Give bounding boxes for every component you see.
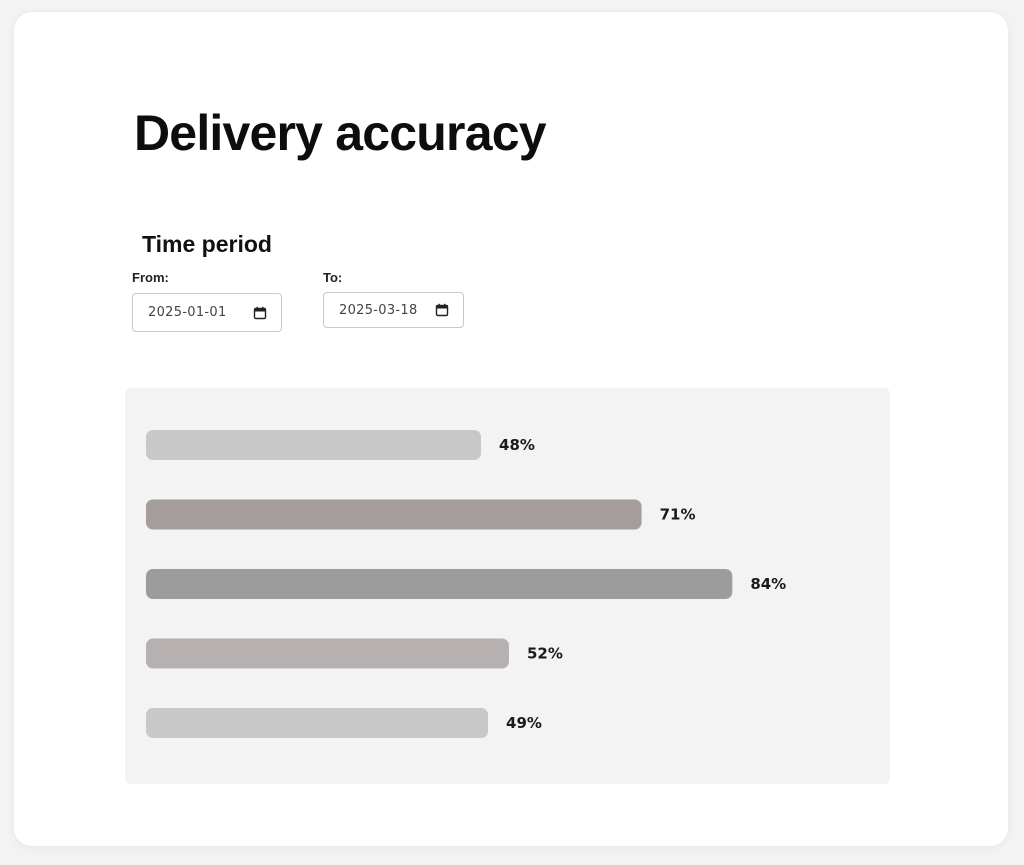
bar-3 [146, 569, 733, 599]
bar-value-label-1: 48% [499, 436, 535, 454]
from-date-input[interactable]: 2025-01-01 [132, 293, 282, 332]
page-title: Delivery accuracy [134, 105, 547, 161]
bar-value-label-4: 52% [527, 645, 563, 663]
time-period-heading: Time period [142, 231, 272, 257]
bar-chart-svg: 48% 71% 84% 52% 49% [146, 430, 786, 738]
calendar-icon[interactable] [427, 293, 457, 327]
to-label: To: [323, 270, 343, 285]
bar-1 [146, 430, 482, 460]
bar-value-label-2: 71% [660, 506, 696, 524]
from-date-value: 2025-01-01 [148, 305, 227, 320]
calendar-icon[interactable] [245, 294, 275, 331]
to-date-value: 2025-03-18 [339, 302, 418, 318]
bar-value-label-5: 49% [506, 714, 542, 732]
from-label: From: [132, 270, 169, 285]
accuracy-chart: 48% 71% 84% 52% 49% [125, 388, 890, 784]
bar-2 [146, 499, 642, 530]
to-date-input[interactable]: 2025-03-18 [323, 292, 464, 328]
bar-4 [146, 638, 509, 669]
bar-value-label-3: 84% [750, 575, 786, 593]
bar-5 [146, 708, 489, 738]
